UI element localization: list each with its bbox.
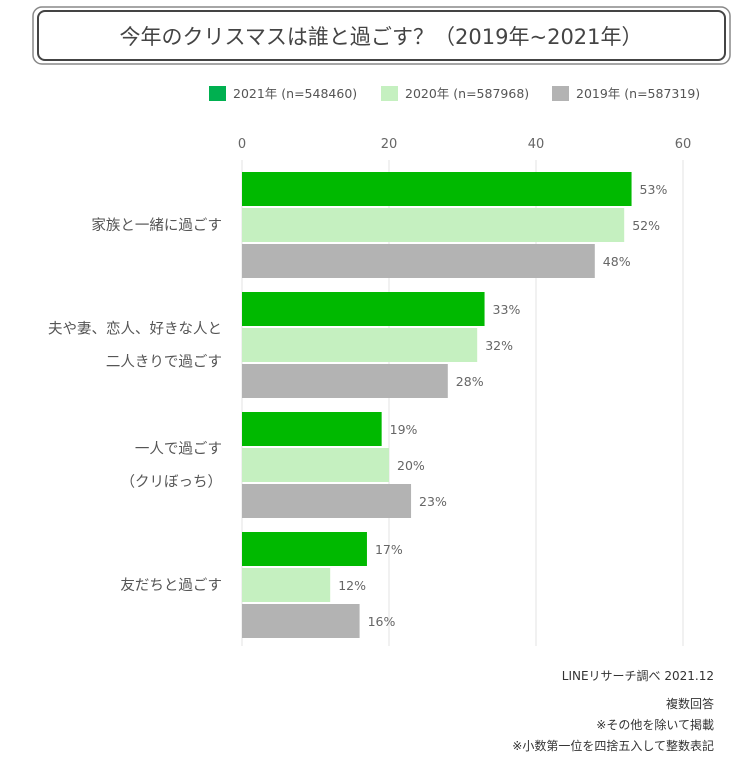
bar-value-label: 19% [390, 422, 418, 437]
bar-value-label: 32% [485, 338, 513, 353]
chart-title: 今年のクリスマスは誰と過ごす？（2019年~2021年） [119, 25, 642, 49]
bar [242, 532, 367, 566]
bar-value-label: 28% [456, 374, 484, 389]
category-label: 二人きりで過ごす [106, 354, 222, 371]
bar [242, 208, 625, 242]
value-labels: 53% 52% 48% 33% 32% 28% 19% 20% 23% 17% 12% 16% [338, 182, 667, 629]
title-box: 今年のクリスマスは誰と過ごす？（2019年~2021年） [32, 6, 731, 65]
bar [242, 412, 382, 446]
legend-label: 2019年 (n=587319) [576, 86, 700, 101]
category-label: 一人で過ごす [135, 441, 222, 458]
bar-value-label: 23% [419, 494, 447, 509]
x-tick-label: 20 [381, 137, 398, 152]
category-label: 家族と一緒に過ごす [91, 217, 222, 234]
bar-value-label: 48% [603, 254, 631, 269]
footnote: ※小数第一位を四捨五入して整数表記 [512, 738, 714, 753]
bar-value-label: 17% [375, 542, 403, 557]
x-tick-label: 0 [238, 137, 246, 152]
bar-value-label: 12% [338, 578, 366, 593]
bar-value-label: 52% [632, 218, 660, 233]
legend-marker [381, 86, 398, 101]
bar [242, 328, 478, 362]
bar [242, 448, 389, 482]
bar [242, 364, 448, 398]
bar [242, 292, 485, 326]
bar-value-label: 33% [493, 302, 521, 317]
bar [242, 484, 412, 518]
x-tick-label: 40 [528, 137, 545, 152]
legend: 2021年 (n=548460) 2020年 (n=587968) 2019年 (n… [209, 86, 700, 101]
bar [242, 172, 632, 206]
x-tick-label: 60 [675, 137, 692, 152]
bar-value-label: 16% [368, 614, 396, 629]
bar [242, 568, 331, 602]
bar [242, 244, 595, 278]
bars [242, 172, 632, 638]
category-label: 友だちと過ごす [120, 577, 222, 594]
bar-value-label: 20% [397, 458, 425, 473]
bar [242, 604, 360, 638]
footnote: ※その他を除いて掲載 [596, 717, 714, 732]
bar-value-label: 53% [640, 182, 668, 197]
category-label: 夫や妻、恋人、好きな人と [48, 320, 222, 338]
legend-marker [552, 86, 569, 101]
footnote: 複数回答 [666, 696, 714, 711]
x-axis-ticks: 0 20 40 60 [238, 137, 691, 152]
legend-marker [209, 86, 226, 101]
legend-label: 2020年 (n=587968) [405, 86, 529, 101]
category-label: （クリぼっち） [121, 474, 223, 491]
footnotes: LINEリサーチ調べ 2021.12 複数回答 ※その他を除いて掲載 ※小数第一位を四… [512, 669, 714, 753]
source-note: LINEリサーチ調べ 2021.12 [562, 669, 714, 683]
legend-label: 2021年 (n=548460) [233, 86, 357, 101]
